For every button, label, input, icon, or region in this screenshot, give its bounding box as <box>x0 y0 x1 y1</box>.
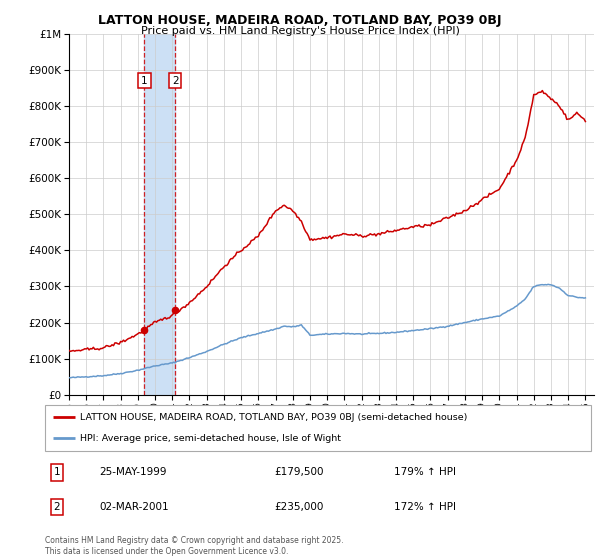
Text: LATTON HOUSE, MADEIRA ROAD, TOTLAND BAY, PO39 0BJ (semi-detached house): LATTON HOUSE, MADEIRA ROAD, TOTLAND BAY,… <box>80 413 468 422</box>
Text: Contains HM Land Registry data © Crown copyright and database right 2025.
This d: Contains HM Land Registry data © Crown c… <box>45 536 343 556</box>
Text: 02-MAR-2001: 02-MAR-2001 <box>100 502 169 512</box>
Text: £235,000: £235,000 <box>274 502 323 512</box>
Text: 2: 2 <box>172 76 179 86</box>
Text: 179% ↑ HPI: 179% ↑ HPI <box>394 468 457 478</box>
Text: Price paid vs. HM Land Registry's House Price Index (HPI): Price paid vs. HM Land Registry's House … <box>140 26 460 36</box>
Text: 1: 1 <box>53 468 61 478</box>
Text: 1: 1 <box>141 76 148 86</box>
Text: 25-MAY-1999: 25-MAY-1999 <box>100 468 167 478</box>
Text: LATTON HOUSE, MADEIRA ROAD, TOTLAND BAY, PO39 0BJ: LATTON HOUSE, MADEIRA ROAD, TOTLAND BAY,… <box>98 14 502 27</box>
Text: 2: 2 <box>53 502 61 512</box>
Text: £179,500: £179,500 <box>274 468 324 478</box>
Text: HPI: Average price, semi-detached house, Isle of Wight: HPI: Average price, semi-detached house,… <box>80 434 341 443</box>
FancyBboxPatch shape <box>45 405 591 451</box>
Text: 172% ↑ HPI: 172% ↑ HPI <box>394 502 457 512</box>
Bar <box>145 34 175 395</box>
